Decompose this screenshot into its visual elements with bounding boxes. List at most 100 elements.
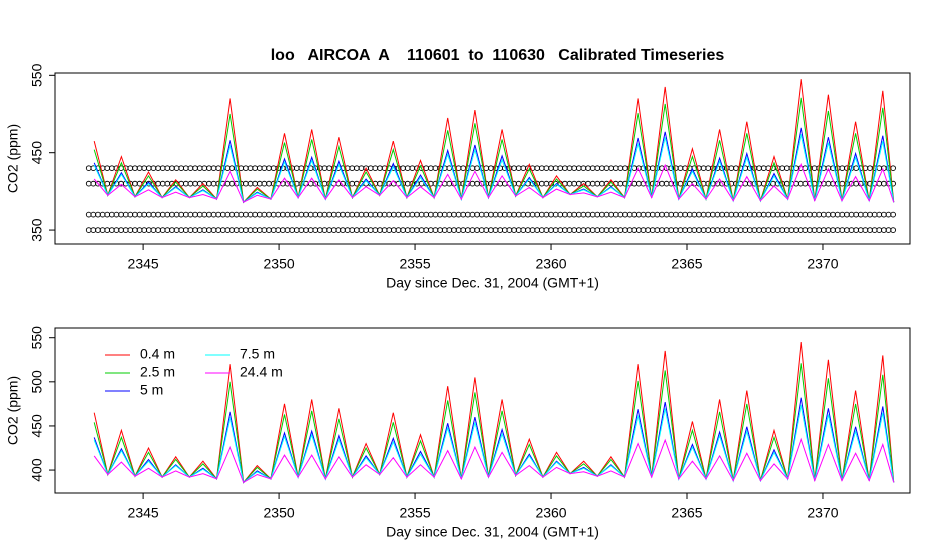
calibration-point — [696, 227, 702, 233]
calibration-point — [585, 211, 591, 218]
calibration-point — [746, 227, 753, 233]
calibration-point — [344, 211, 351, 218]
calibration-point — [589, 227, 596, 233]
calibration-point — [122, 211, 129, 218]
calibration-point — [566, 227, 573, 233]
calibration-point — [293, 211, 300, 218]
calibration-point — [150, 165, 157, 172]
calibration-point — [807, 211, 813, 218]
calibration-point — [358, 211, 365, 218]
calibration-point — [261, 180, 268, 187]
calibration-point — [303, 227, 309, 233]
calibration-point — [885, 211, 892, 218]
calibration-point — [742, 211, 749, 218]
calibration-point — [113, 227, 120, 233]
calibration-point — [515, 211, 522, 218]
calibration-point — [349, 165, 356, 172]
calibration-point — [673, 227, 679, 233]
calibration-point — [437, 211, 443, 218]
calibration-point — [275, 227, 282, 233]
calibration-point — [85, 211, 92, 218]
calibration-point — [770, 180, 776, 187]
calibration-point — [640, 227, 647, 233]
x-tick-label: 2360 — [535, 505, 566, 521]
calibration-point — [155, 165, 161, 172]
calibration-point — [793, 227, 799, 233]
calibration-point — [631, 211, 638, 218]
series-line — [93, 162, 895, 203]
calibration-point — [460, 227, 467, 233]
calibration-point — [575, 180, 582, 187]
calibration-point — [608, 165, 614, 172]
calibration-point — [219, 211, 226, 218]
legend-label: 0.4 m — [140, 346, 175, 362]
calibration-point — [511, 227, 517, 233]
calibration-point — [603, 165, 610, 172]
calibration-point — [622, 227, 628, 233]
calibration-point — [99, 227, 106, 233]
calibration-point — [501, 227, 508, 233]
calibration-point — [335, 227, 342, 233]
calibration-point — [515, 227, 522, 233]
calibration-point — [594, 180, 601, 187]
calibration-point — [113, 211, 120, 218]
calibration-point — [825, 227, 832, 233]
calibration-point — [178, 165, 185, 172]
calibration-point — [488, 211, 494, 218]
calibration-point — [751, 211, 758, 218]
calibration-point — [529, 227, 536, 233]
calibration-point — [686, 211, 693, 218]
calibration-point — [224, 165, 231, 172]
calibration-point — [280, 227, 286, 233]
calibration-point — [400, 227, 406, 233]
calibration-point — [219, 227, 226, 233]
calibration-point — [848, 211, 855, 218]
calibration-point — [663, 227, 670, 233]
y-tick-label: 550 — [29, 63, 45, 87]
calibration-point — [330, 227, 337, 233]
calibration-point — [196, 227, 203, 233]
calibration-point — [488, 227, 494, 233]
calibration-point — [793, 211, 799, 218]
calibration-point — [317, 211, 323, 218]
calibration-point — [534, 165, 541, 172]
calibration-point — [760, 211, 767, 218]
calibration-point — [705, 211, 712, 218]
calibration-point — [575, 211, 582, 218]
calibration-point — [557, 227, 564, 233]
calibration-point — [566, 180, 573, 187]
calibration-point — [811, 227, 818, 233]
calibration-point — [497, 211, 504, 218]
calibration-point — [862, 227, 869, 233]
calibration-point — [386, 227, 393, 233]
calibration-point — [164, 227, 171, 233]
calibration-point — [381, 227, 388, 233]
calibration-point — [478, 211, 485, 218]
calibration-point — [358, 165, 365, 172]
calibration-point — [820, 211, 827, 218]
calibration-point — [247, 211, 254, 218]
calibration-point — [256, 227, 263, 233]
calibration-point — [830, 211, 836, 218]
calibration-point — [543, 180, 550, 187]
calibration-point — [746, 211, 753, 218]
calibration-point — [298, 227, 305, 233]
legend-label: 24.4 m — [240, 364, 283, 380]
calibration-point — [298, 211, 305, 218]
calibration-point — [210, 180, 217, 187]
calibration-point — [538, 180, 545, 187]
calibration-point — [867, 165, 873, 172]
calibration-point — [691, 211, 698, 218]
series-line — [93, 437, 895, 484]
calibration-point — [612, 211, 619, 218]
calibration-point — [807, 227, 813, 233]
calibration-point — [150, 227, 157, 233]
calibration-point — [243, 165, 249, 172]
calibration-point — [585, 180, 591, 187]
calibration-point — [599, 211, 605, 218]
calibration-point — [645, 227, 651, 233]
calibration-point — [881, 211, 887, 218]
calibration-point — [622, 165, 628, 172]
calibration-point — [289, 227, 295, 233]
calibration-point — [280, 211, 286, 218]
